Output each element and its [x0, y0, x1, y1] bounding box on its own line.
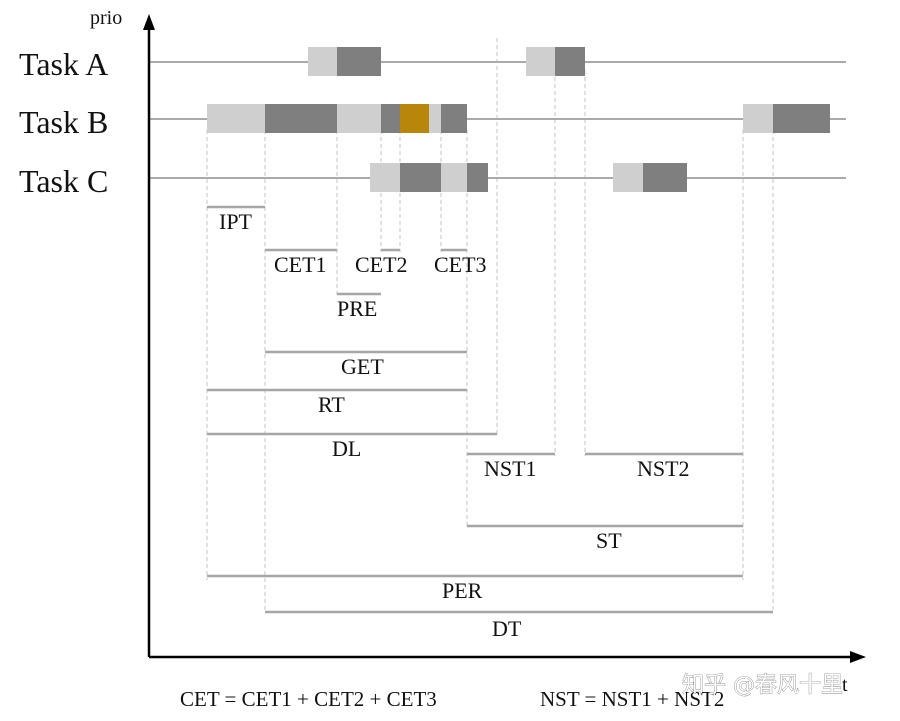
- nst-formula: NST = NST1 + NST2: [540, 687, 724, 711]
- measurement-spans: [207, 205, 773, 614]
- task-c-wait-segment: [441, 163, 467, 192]
- ipt-label: IPT: [219, 209, 253, 234]
- task-b-highlight-segment: [400, 104, 429, 133]
- axes: [143, 14, 866, 663]
- cet1-label: CET1: [274, 252, 327, 277]
- task-b-preempted-segment: [337, 104, 381, 133]
- dl-label: DL: [332, 436, 361, 461]
- get-label: GET: [341, 354, 384, 379]
- y-axis-label: prio: [90, 7, 122, 29]
- per-label: PER: [442, 578, 483, 603]
- nst2-label: NST2: [637, 456, 690, 481]
- task-b-exec-segment: [441, 104, 467, 133]
- task-b-label: Task B: [19, 104, 108, 140]
- task-c-wait-segment: [370, 163, 400, 192]
- dt-label: DT: [492, 616, 522, 641]
- cet2-label: CET2: [355, 252, 408, 277]
- task-b-exec-segment: [265, 104, 337, 133]
- nst1-label: NST1: [484, 456, 537, 481]
- task-b-exec-segment: [381, 104, 400, 133]
- task-a-wait-segment: [526, 47, 555, 76]
- task-b-wait-segment: [429, 104, 441, 133]
- y-axis-arrow-icon: [143, 14, 155, 30]
- task-b-wait-segment: [207, 104, 265, 133]
- rt-label: RT: [318, 392, 345, 417]
- guide-lines: [206, 38, 774, 612]
- task-a-exec-segment: [555, 47, 585, 76]
- task-c-exec-segment: [400, 163, 441, 192]
- task-c-exec-segment: [467, 163, 488, 192]
- task-a-label: Task A: [19, 46, 108, 82]
- task-c-exec-segment: [643, 163, 687, 192]
- task-c-label: Task C: [19, 163, 108, 199]
- task-b-lane: [150, 104, 846, 133]
- task-a-lane: [150, 47, 846, 76]
- pre-label: PRE: [337, 296, 377, 321]
- cet3-label: CET3: [434, 252, 487, 277]
- x-axis-arrow-icon: [850, 651, 866, 663]
- task-b-wait-segment: [743, 104, 773, 133]
- cet-formula: CET = CET1 + CET2 + CET3: [180, 687, 437, 711]
- st-label: ST: [596, 528, 622, 553]
- task-c-wait-segment: [613, 163, 643, 192]
- task-a-wait-segment: [308, 47, 337, 76]
- task-a-exec-segment: [337, 47, 381, 76]
- task-c-lane: [150, 163, 846, 192]
- x-axis-label: t: [842, 674, 848, 696]
- watermark: 知乎 @春风十里: [682, 673, 843, 698]
- task-b-exec-segment: [773, 104, 830, 133]
